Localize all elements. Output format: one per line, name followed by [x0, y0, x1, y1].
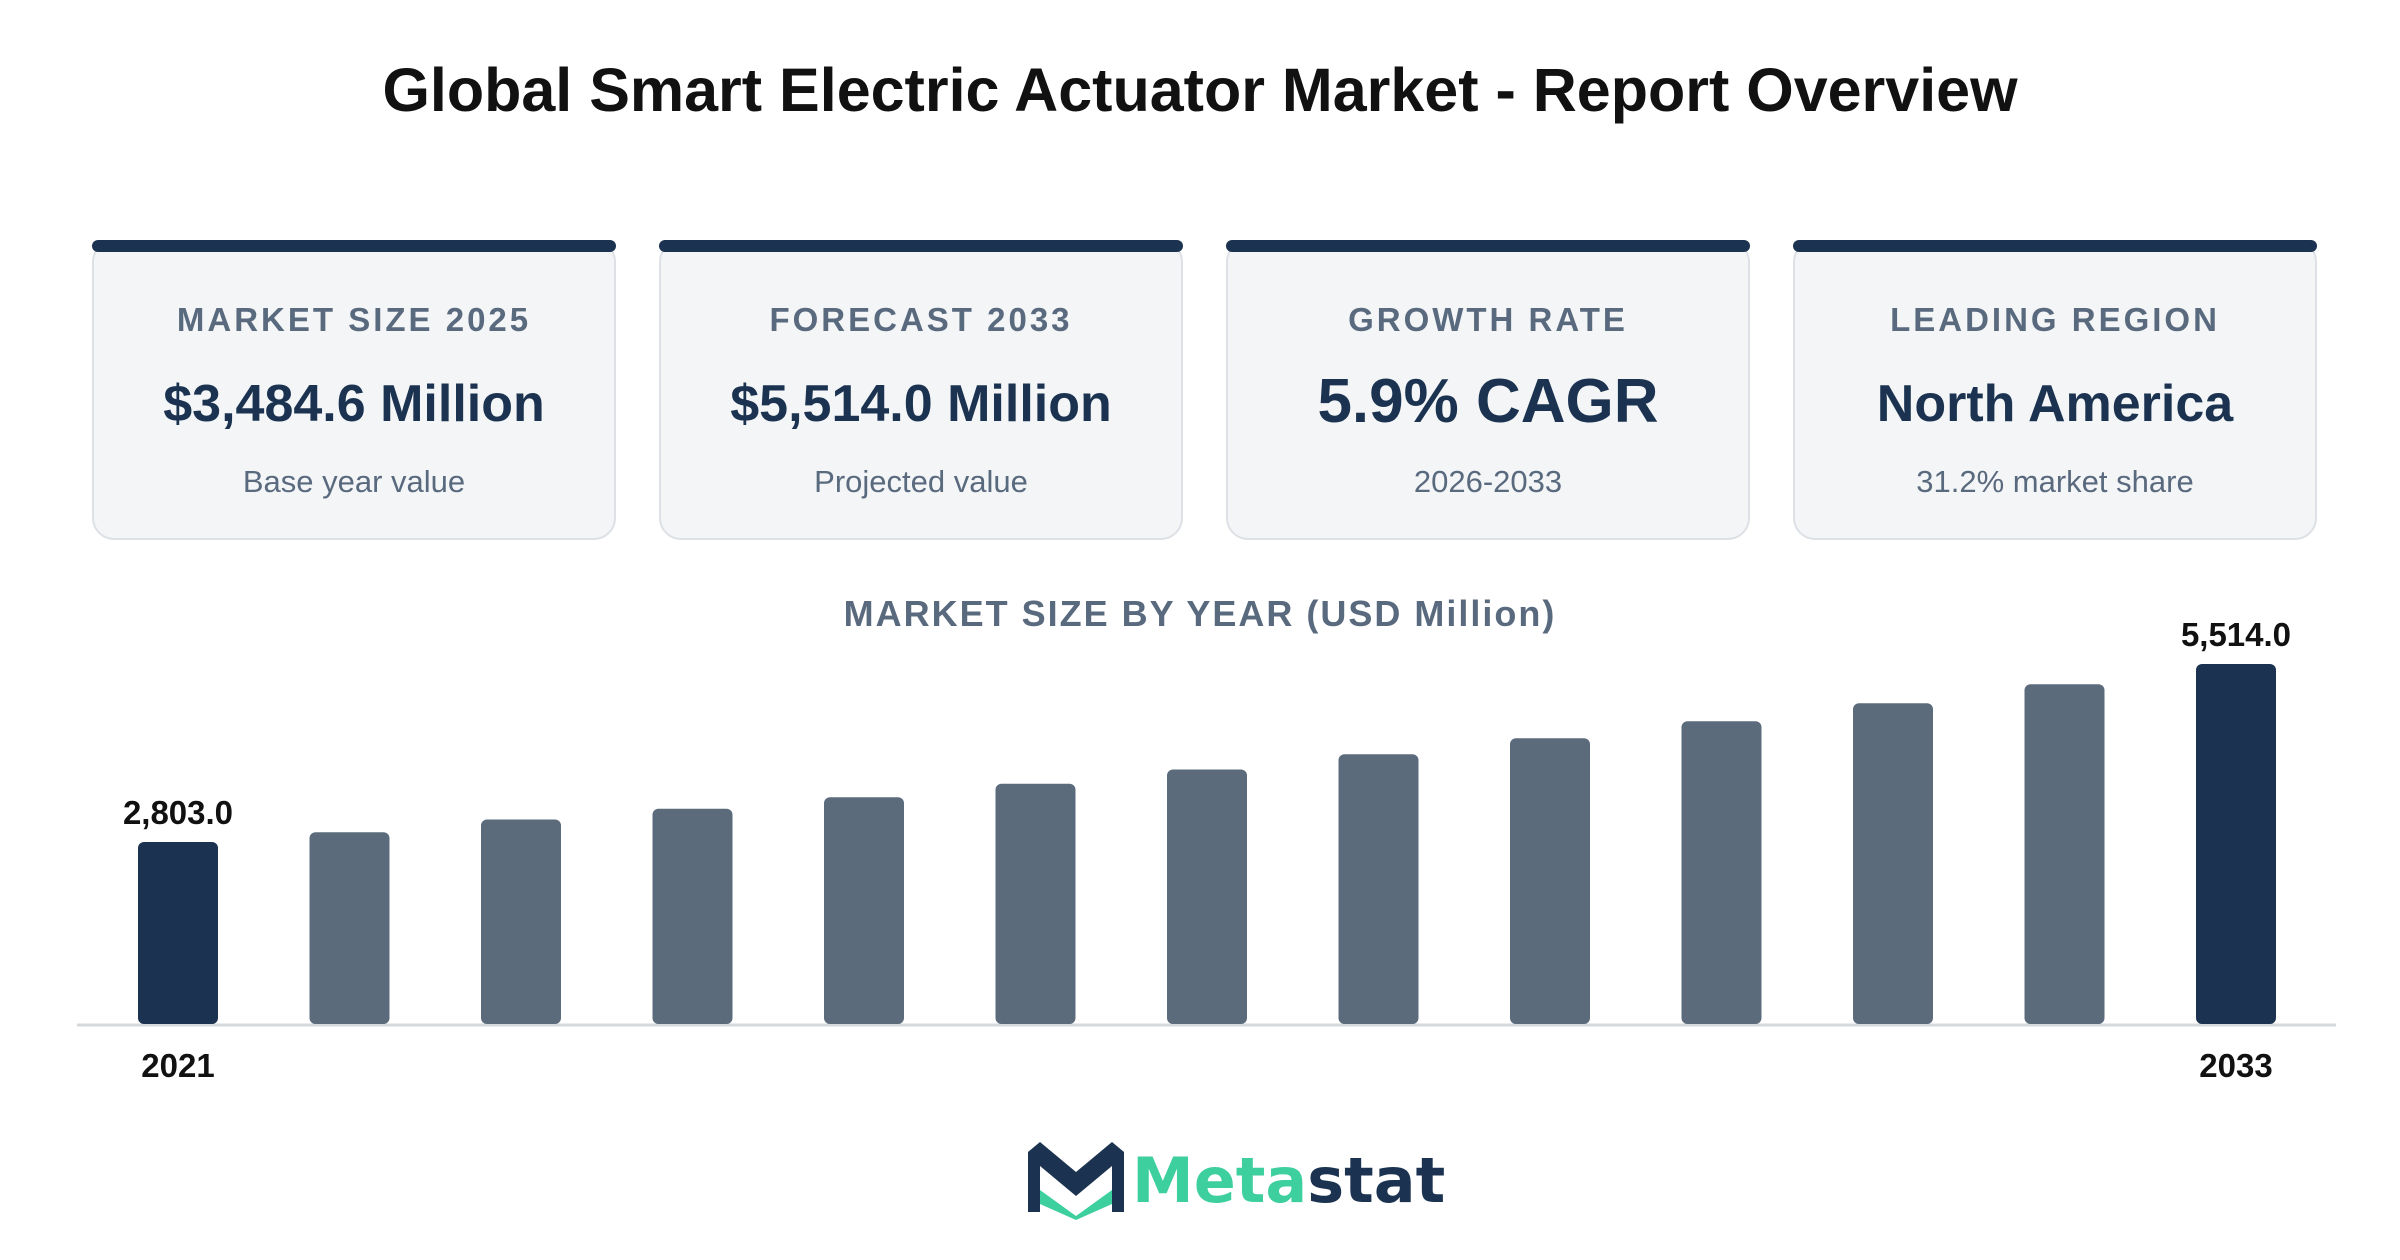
bar-2033: [2196, 664, 2276, 1024]
card-label: GROWTH RATE: [1348, 301, 1628, 338]
card-subtext: Projected value: [814, 464, 1028, 499]
bar-2028: [1338, 754, 1419, 1024]
leading-region-card: LEADING REGION North America 31.2% marke…: [1793, 240, 2317, 540]
chart-title: MARKET SIZE BY YEAR (USD Million): [843, 593, 1557, 634]
bar-2024: [652, 808, 733, 1024]
bar-2030: [1681, 721, 1762, 1024]
metastat-logo-text: Metastat: [1132, 1146, 1445, 1216]
logo-text-part2: stat: [1307, 1144, 1446, 1217]
card-value: $3,484.6 Million: [163, 375, 545, 433]
bar-2026: [995, 783, 1076, 1024]
card-value: North America: [1876, 375, 2234, 433]
bar-2025: [824, 797, 904, 1024]
page-title: Global Smart Electric Actuator Market - …: [382, 56, 2018, 124]
card-value: 5.9% CAGR: [1317, 367, 1659, 436]
card-subtext: 31.2% market share: [1916, 464, 2194, 499]
value-label-2021: 2,803.0: [123, 794, 233, 831]
market-size-card: MARKET SIZE 2025 $3,484.6 Million Base y…: [92, 240, 616, 540]
bar-2029: [1510, 738, 1590, 1024]
category-label-2021: 2021: [141, 1047, 214, 1084]
card-accent-bar: [659, 240, 1183, 252]
forecast-card: FORECAST 2033 $5,514.0 Million Projected…: [659, 240, 1183, 540]
card-label: LEADING REGION: [1890, 301, 2220, 338]
card-label: FORECAST 2033: [769, 301, 1073, 338]
card-subtext: Base year value: [242, 464, 466, 499]
card-label: MARKET SIZE 2025: [176, 301, 532, 338]
card-subtext: 2026-2033: [1413, 464, 1563, 499]
value-label-2033: 5,514.0: [2181, 616, 2291, 653]
bar-2032: [2024, 684, 2105, 1024]
bar-2027: [1167, 769, 1247, 1024]
growth-rate-card: GROWTH RATE 5.9% CAGR 2026-2033: [1226, 240, 1750, 540]
bar-2021: [138, 842, 218, 1024]
bar-2022: [309, 832, 390, 1024]
card-value: $5,514.0 Million: [730, 375, 1112, 433]
card-accent-bar: [92, 240, 616, 252]
bar-2031: [1853, 703, 1933, 1024]
card-accent-bar: [1793, 240, 2317, 252]
category-label-2033: 2033: [2199, 1047, 2272, 1084]
logo-text-part1: Meta: [1132, 1144, 1308, 1217]
metastat-logo-icon: [1028, 1142, 1124, 1220]
card-accent-bar: [1226, 240, 1750, 252]
bar-2023: [481, 819, 561, 1024]
